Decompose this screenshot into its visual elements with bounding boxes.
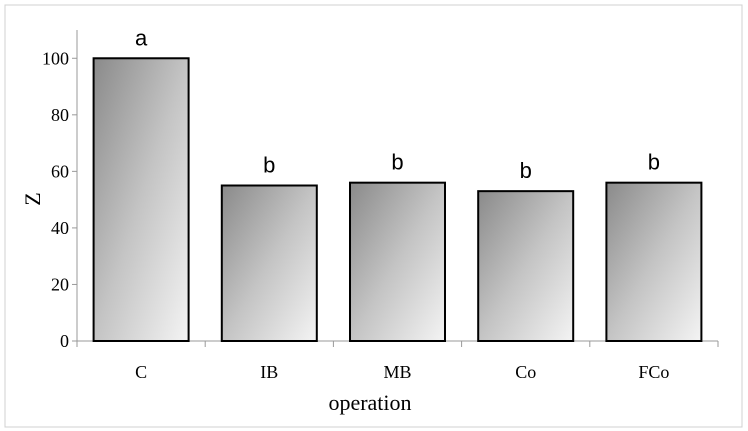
significance-label: b	[263, 153, 275, 178]
bar-MB	[349, 181, 446, 342]
y-tick-label: 80	[51, 105, 69, 125]
x-tick-label: C	[135, 362, 147, 382]
y-tick-label: 40	[51, 218, 69, 238]
significance-label: b	[648, 150, 660, 175]
bar-IB	[220, 184, 318, 342]
significance-label: b	[520, 158, 532, 183]
bar-C	[92, 57, 190, 342]
y-tick-label: 100	[42, 48, 69, 68]
significance-label: a	[135, 25, 148, 50]
x-tick-label: FCo	[638, 362, 669, 382]
y-tick-label: 0	[60, 331, 69, 351]
chart-border	[4, 4, 743, 428]
x-axis-label: operation	[328, 390, 411, 415]
x-tick-label: MB	[383, 362, 411, 382]
significance-label: b	[391, 150, 403, 175]
x-tick-label: Co	[515, 362, 536, 382]
x-tick-label: IB	[260, 362, 278, 382]
y-axis-label: Z	[20, 192, 45, 205]
bar-FCo	[605, 181, 703, 342]
y-tick-label: 20	[51, 274, 69, 294]
bar-Co	[477, 190, 575, 342]
y-tick-label: 60	[51, 161, 69, 181]
